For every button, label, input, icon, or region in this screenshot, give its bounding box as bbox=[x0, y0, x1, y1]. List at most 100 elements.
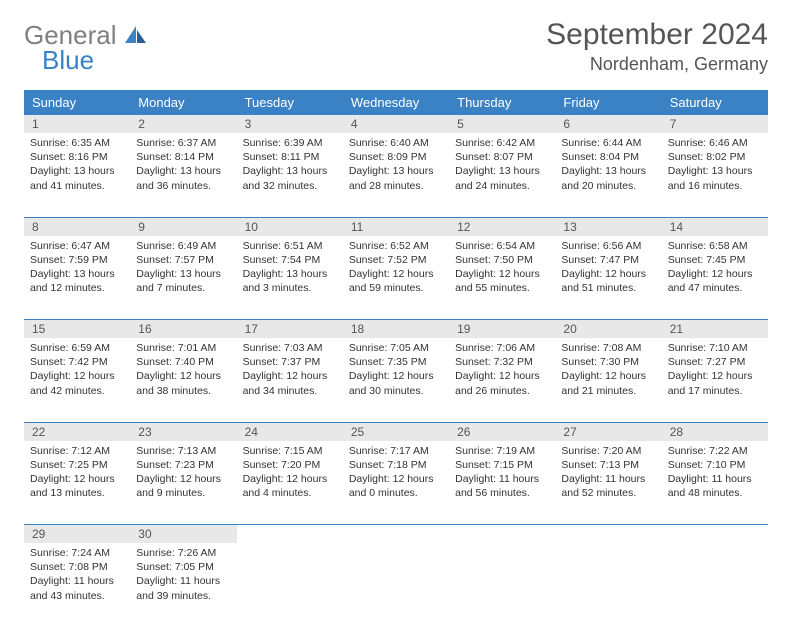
col-tuesday: Tuesday bbox=[237, 90, 343, 115]
day-number: 19 bbox=[449, 320, 555, 339]
day-number: 26 bbox=[449, 422, 555, 441]
day-details: Sunrise: 6:35 AMSunset: 8:16 PMDaylight:… bbox=[24, 133, 130, 199]
day-details: Sunrise: 7:15 AMSunset: 7:20 PMDaylight:… bbox=[237, 441, 343, 507]
col-wednesday: Wednesday bbox=[343, 90, 449, 115]
day-details: Sunrise: 7:17 AMSunset: 7:18 PMDaylight:… bbox=[343, 441, 449, 507]
sail-icon bbox=[125, 26, 147, 49]
day-cell: Sunrise: 7:10 AMSunset: 7:27 PMDaylight:… bbox=[662, 338, 768, 422]
day-number: 14 bbox=[662, 217, 768, 236]
logo-text-block: General Blue bbox=[24, 24, 147, 76]
day-number bbox=[555, 525, 661, 544]
day-details: Sunrise: 6:39 AMSunset: 8:11 PMDaylight:… bbox=[237, 133, 343, 199]
col-friday: Friday bbox=[555, 90, 661, 115]
day-details: Sunrise: 6:51 AMSunset: 7:54 PMDaylight:… bbox=[237, 236, 343, 302]
weekday-header-row: Sunday Monday Tuesday Wednesday Thursday… bbox=[24, 90, 768, 115]
day-cell: Sunrise: 6:58 AMSunset: 7:45 PMDaylight:… bbox=[662, 236, 768, 320]
col-thursday: Thursday bbox=[449, 90, 555, 115]
day-cell: Sunrise: 6:51 AMSunset: 7:54 PMDaylight:… bbox=[237, 236, 343, 320]
day-number: 10 bbox=[237, 217, 343, 236]
day-details: Sunrise: 7:08 AMSunset: 7:30 PMDaylight:… bbox=[555, 338, 661, 404]
day-cell: Sunrise: 6:37 AMSunset: 8:14 PMDaylight:… bbox=[130, 133, 236, 217]
day-number: 5 bbox=[449, 115, 555, 133]
day-number: 22 bbox=[24, 422, 130, 441]
day-details: Sunrise: 6:54 AMSunset: 7:50 PMDaylight:… bbox=[449, 236, 555, 302]
calendar-table: Sunday Monday Tuesday Wednesday Thursday… bbox=[24, 90, 768, 627]
day-number: 15 bbox=[24, 320, 130, 339]
day-cell: Sunrise: 7:12 AMSunset: 7:25 PMDaylight:… bbox=[24, 441, 130, 525]
daynum-row: 891011121314 bbox=[24, 217, 768, 236]
day-cell bbox=[237, 543, 343, 627]
day-details: Sunrise: 6:59 AMSunset: 7:42 PMDaylight:… bbox=[24, 338, 130, 404]
day-number: 13 bbox=[555, 217, 661, 236]
day-number: 3 bbox=[237, 115, 343, 133]
day-details: Sunrise: 6:44 AMSunset: 8:04 PMDaylight:… bbox=[555, 133, 661, 199]
day-cell: Sunrise: 7:17 AMSunset: 7:18 PMDaylight:… bbox=[343, 441, 449, 525]
day-details: Sunrise: 6:58 AMSunset: 7:45 PMDaylight:… bbox=[662, 236, 768, 302]
day-cell: Sunrise: 6:47 AMSunset: 7:59 PMDaylight:… bbox=[24, 236, 130, 320]
day-cell: Sunrise: 7:19 AMSunset: 7:15 PMDaylight:… bbox=[449, 441, 555, 525]
day-number bbox=[343, 525, 449, 544]
day-number: 23 bbox=[130, 422, 236, 441]
day-cell: Sunrise: 6:35 AMSunset: 8:16 PMDaylight:… bbox=[24, 133, 130, 217]
day-number: 20 bbox=[555, 320, 661, 339]
calendar-body: 1234567Sunrise: 6:35 AMSunset: 8:16 PMDa… bbox=[24, 115, 768, 627]
daynum-row: 22232425262728 bbox=[24, 422, 768, 441]
day-cell: Sunrise: 7:08 AMSunset: 7:30 PMDaylight:… bbox=[555, 338, 661, 422]
day-number: 16 bbox=[130, 320, 236, 339]
day-cell: Sunrise: 6:56 AMSunset: 7:47 PMDaylight:… bbox=[555, 236, 661, 320]
day-number: 25 bbox=[343, 422, 449, 441]
day-number: 21 bbox=[662, 320, 768, 339]
title-block: September 2024 Nordenham, Germany bbox=[546, 18, 768, 75]
day-cell: Sunrise: 7:15 AMSunset: 7:20 PMDaylight:… bbox=[237, 441, 343, 525]
day-cell: Sunrise: 7:01 AMSunset: 7:40 PMDaylight:… bbox=[130, 338, 236, 422]
day-details: Sunrise: 6:47 AMSunset: 7:59 PMDaylight:… bbox=[24, 236, 130, 302]
day-cell: Sunrise: 6:40 AMSunset: 8:09 PMDaylight:… bbox=[343, 133, 449, 217]
week-row: Sunrise: 7:12 AMSunset: 7:25 PMDaylight:… bbox=[24, 441, 768, 525]
day-cell: Sunrise: 7:06 AMSunset: 7:32 PMDaylight:… bbox=[449, 338, 555, 422]
day-details: Sunrise: 7:10 AMSunset: 7:27 PMDaylight:… bbox=[662, 338, 768, 404]
day-details: Sunrise: 7:03 AMSunset: 7:37 PMDaylight:… bbox=[237, 338, 343, 404]
day-number bbox=[662, 525, 768, 544]
day-number bbox=[237, 525, 343, 544]
daynum-row: 15161718192021 bbox=[24, 320, 768, 339]
day-cell bbox=[555, 543, 661, 627]
day-details: Sunrise: 7:20 AMSunset: 7:13 PMDaylight:… bbox=[555, 441, 661, 507]
day-number: 28 bbox=[662, 422, 768, 441]
day-cell: Sunrise: 6:42 AMSunset: 8:07 PMDaylight:… bbox=[449, 133, 555, 217]
day-cell: Sunrise: 6:44 AMSunset: 8:04 PMDaylight:… bbox=[555, 133, 661, 217]
day-cell bbox=[449, 543, 555, 627]
day-number: 29 bbox=[24, 525, 130, 544]
logo: General Blue bbox=[24, 18, 147, 76]
day-details: Sunrise: 7:01 AMSunset: 7:40 PMDaylight:… bbox=[130, 338, 236, 404]
day-number: 11 bbox=[343, 217, 449, 236]
day-number bbox=[449, 525, 555, 544]
day-details: Sunrise: 6:42 AMSunset: 8:07 PMDaylight:… bbox=[449, 133, 555, 199]
day-cell: Sunrise: 6:52 AMSunset: 7:52 PMDaylight:… bbox=[343, 236, 449, 320]
day-number: 30 bbox=[130, 525, 236, 544]
day-number: 1 bbox=[24, 115, 130, 133]
day-cell: Sunrise: 6:46 AMSunset: 8:02 PMDaylight:… bbox=[662, 133, 768, 217]
day-number: 2 bbox=[130, 115, 236, 133]
day-details: Sunrise: 7:05 AMSunset: 7:35 PMDaylight:… bbox=[343, 338, 449, 404]
day-cell: Sunrise: 7:05 AMSunset: 7:35 PMDaylight:… bbox=[343, 338, 449, 422]
day-details: Sunrise: 7:26 AMSunset: 7:05 PMDaylight:… bbox=[130, 543, 236, 609]
day-cell: Sunrise: 7:13 AMSunset: 7:23 PMDaylight:… bbox=[130, 441, 236, 525]
day-number: 27 bbox=[555, 422, 661, 441]
day-details: Sunrise: 6:56 AMSunset: 7:47 PMDaylight:… bbox=[555, 236, 661, 302]
day-details: Sunrise: 7:06 AMSunset: 7:32 PMDaylight:… bbox=[449, 338, 555, 404]
daynum-row: 2930 bbox=[24, 525, 768, 544]
week-row: Sunrise: 6:35 AMSunset: 8:16 PMDaylight:… bbox=[24, 133, 768, 217]
day-number: 6 bbox=[555, 115, 661, 133]
day-cell: Sunrise: 6:54 AMSunset: 7:50 PMDaylight:… bbox=[449, 236, 555, 320]
day-details: Sunrise: 7:19 AMSunset: 7:15 PMDaylight:… bbox=[449, 441, 555, 507]
day-cell bbox=[662, 543, 768, 627]
col-saturday: Saturday bbox=[662, 90, 768, 115]
col-monday: Monday bbox=[130, 90, 236, 115]
day-number: 18 bbox=[343, 320, 449, 339]
day-number: 9 bbox=[130, 217, 236, 236]
daynum-row: 1234567 bbox=[24, 115, 768, 133]
day-details: Sunrise: 7:13 AMSunset: 7:23 PMDaylight:… bbox=[130, 441, 236, 507]
day-cell: Sunrise: 7:26 AMSunset: 7:05 PMDaylight:… bbox=[130, 543, 236, 627]
day-details: Sunrise: 6:37 AMSunset: 8:14 PMDaylight:… bbox=[130, 133, 236, 199]
day-details: Sunrise: 7:22 AMSunset: 7:10 PMDaylight:… bbox=[662, 441, 768, 507]
